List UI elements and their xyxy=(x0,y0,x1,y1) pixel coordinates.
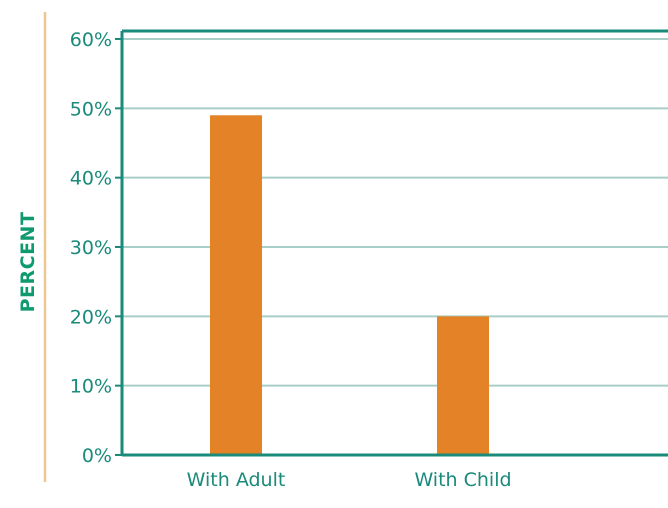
y-tick-label: 50% xyxy=(70,98,112,120)
y-tick-label: 20% xyxy=(70,306,112,328)
y-tick-label: 10% xyxy=(70,376,112,398)
x-category-label: With Adult xyxy=(187,469,286,491)
bar xyxy=(437,316,489,455)
y-axis-label: PERCENT xyxy=(17,212,39,313)
y-tick-label: 40% xyxy=(70,168,112,190)
bar xyxy=(210,115,262,456)
y-tick-labels: 0% 10% 20% 30% 40% 50% 60% xyxy=(70,29,112,467)
y-tick-label: 60% xyxy=(70,29,112,51)
plot-frame xyxy=(120,29,668,457)
gridlines xyxy=(115,38,668,456)
x-category-label: With Child xyxy=(414,469,511,491)
y-tick-label: 0% xyxy=(82,445,112,467)
x-category-labels: With Adult With Child xyxy=(187,469,512,491)
y-tick-label: 30% xyxy=(70,237,112,259)
bars xyxy=(210,115,489,456)
